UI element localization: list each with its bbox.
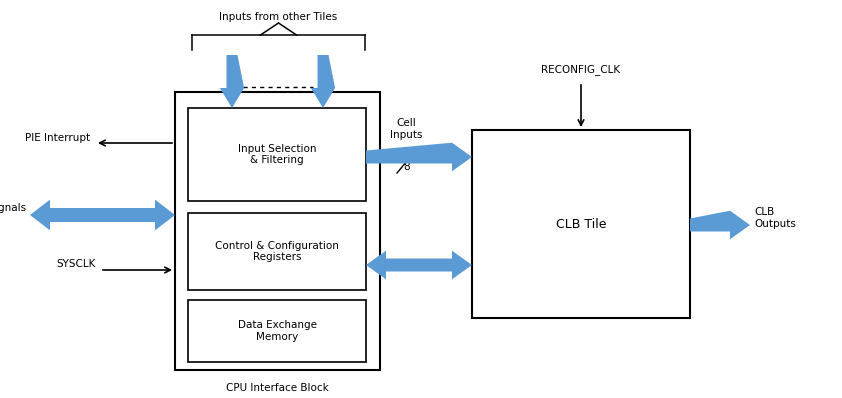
Text: CLB Tile: CLB Tile — [556, 217, 606, 230]
Text: CPU Interface Block: CPU Interface Block — [226, 383, 329, 393]
Polygon shape — [366, 143, 472, 171]
Text: Cell
Inputs: Cell Inputs — [390, 118, 422, 140]
Text: Control & Configuration
Registers: Control & Configuration Registers — [215, 241, 339, 262]
Bar — [188, 213, 366, 290]
Polygon shape — [220, 55, 244, 108]
Bar — [188, 108, 366, 201]
Polygon shape — [690, 211, 750, 239]
Bar — [188, 300, 366, 362]
Text: Input Selection
& Filtering: Input Selection & Filtering — [237, 144, 317, 165]
Text: Data Exchange
Memory: Data Exchange Memory — [237, 320, 317, 342]
Text: PIE Interrupt: PIE Interrupt — [25, 133, 90, 143]
Polygon shape — [366, 251, 472, 279]
Polygon shape — [30, 200, 175, 230]
Bar — [472, 130, 690, 318]
Text: CPU Interface Signals: CPU Interface Signals — [0, 203, 26, 213]
Bar — [175, 92, 380, 370]
Text: 8: 8 — [403, 162, 409, 172]
Text: SYSCLK: SYSCLK — [56, 259, 96, 269]
Text: RECONFIG_CLK: RECONFIG_CLK — [541, 64, 621, 75]
Text: Inputs from other Tiles: Inputs from other Tiles — [219, 12, 337, 22]
Text: CLB
Outputs: CLB Outputs — [754, 207, 796, 229]
Polygon shape — [311, 55, 335, 108]
